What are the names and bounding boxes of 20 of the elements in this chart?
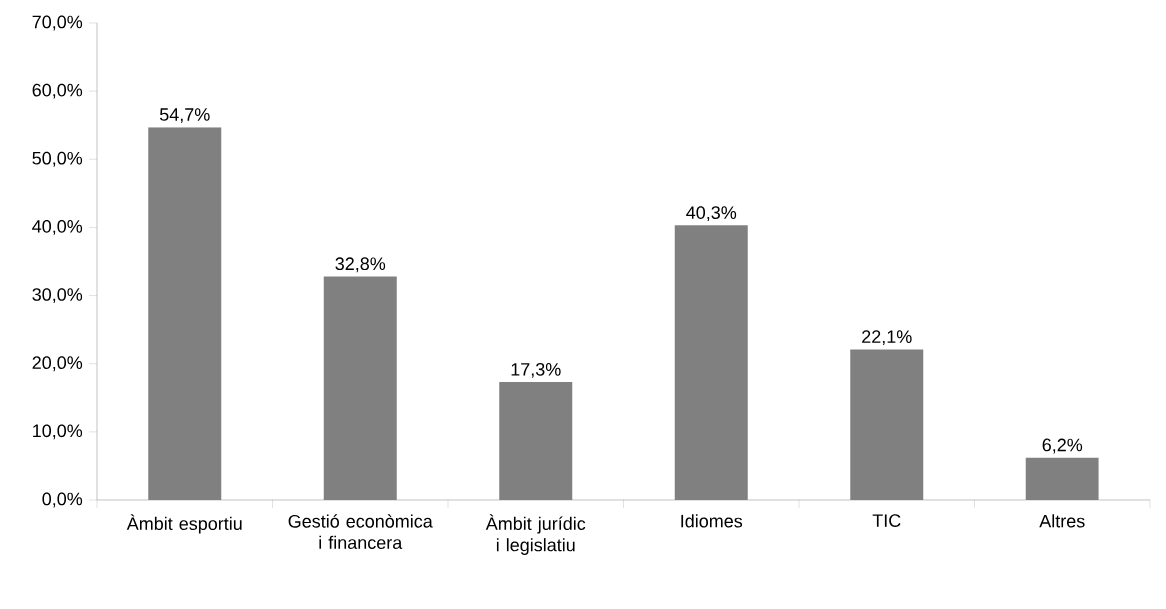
x-tick-label: Altres — [1039, 514, 1085, 528]
x-tick-label: Àmbit esportiu — [126, 514, 242, 534]
y-tick-label: 60,0% — [32, 83, 83, 99]
y-tick-label: 70,0% — [32, 15, 83, 31]
y-tick-label: 30,0% — [32, 288, 83, 303]
data-label: 40,3% — [686, 206, 737, 222]
x-tick-label: Gestió econòmica i financera — [288, 514, 433, 550]
data-label: 22,1% — [862, 330, 912, 346]
y-tick-label: 0,0% — [42, 492, 83, 508]
data-label: 17,3% — [511, 362, 561, 378]
y-tick-label: 10,0% — [33, 424, 83, 440]
y-tick-label: 40,0% — [32, 219, 83, 235]
x-tick-label: Àmbit jurídic i legislatiu — [485, 514, 586, 555]
x-tick-label: Idiomes — [681, 514, 743, 528]
x-tick-label: TIC — [872, 514, 901, 527]
data-label: 32,8% — [335, 257, 386, 273]
y-tick-label: 20,0% — [32, 356, 83, 372]
data-label: 6,2% — [1042, 438, 1083, 454]
y-tick-label: 50,0% — [32, 151, 83, 167]
data-label: 54,7% — [159, 108, 210, 123]
